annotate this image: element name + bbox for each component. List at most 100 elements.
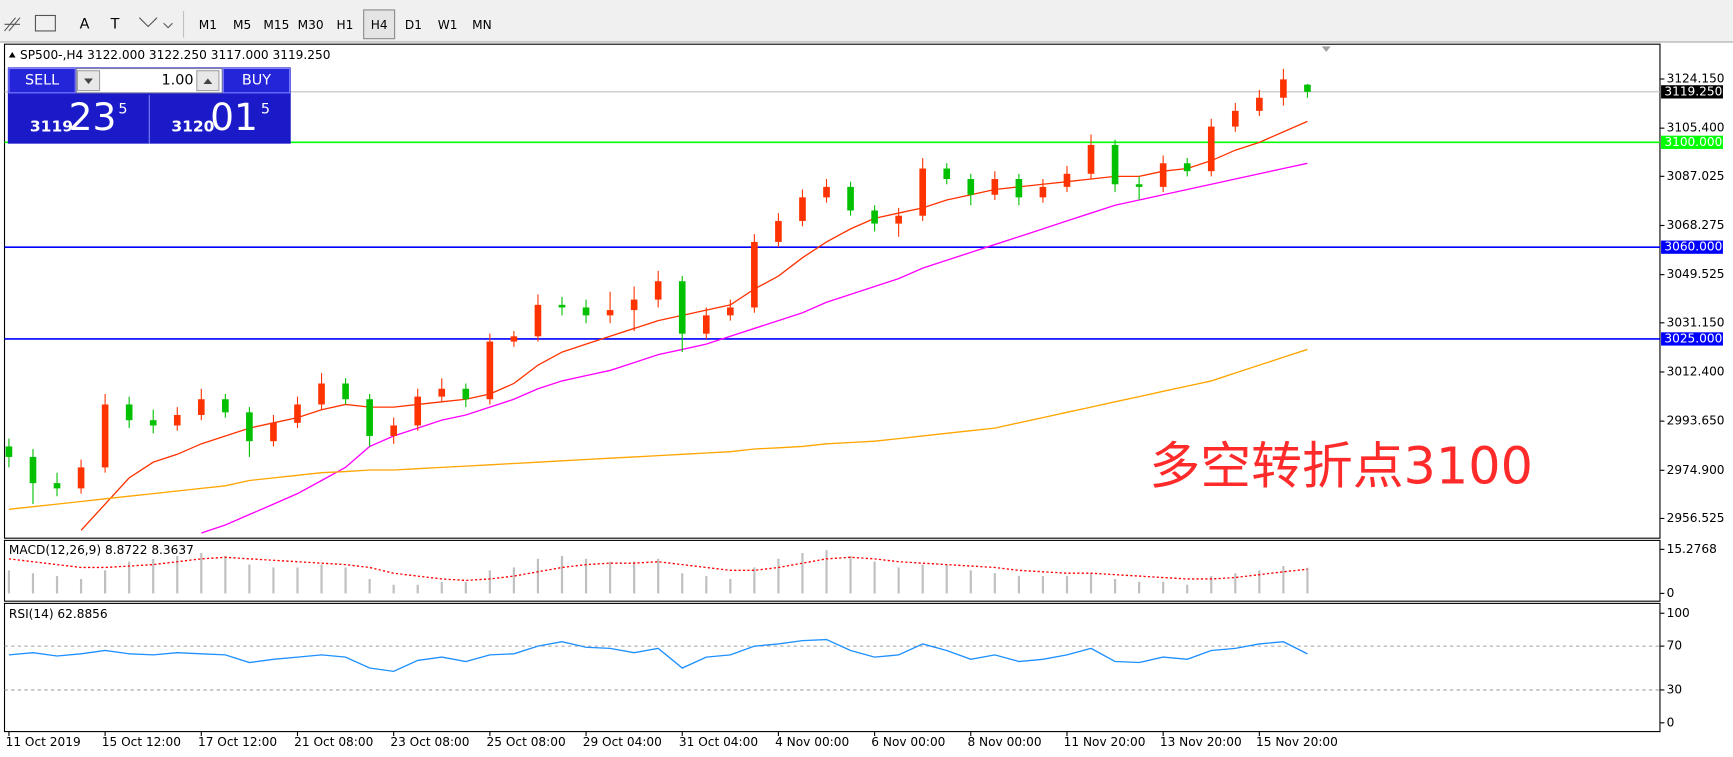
sell-button[interactable] [8,67,76,94]
timeframe-button[interactable]: H1 [336,18,353,32]
candle-body [727,307,734,316]
candle-body [606,310,614,316]
icon-dropdown [163,22,173,29]
timeframe-button[interactable]: M1 [199,18,217,32]
candle-body [967,179,975,195]
timeframe-button[interactable]: MN [472,18,492,32]
macd-bar [512,567,516,594]
candle-body [702,315,710,334]
y-tick-label: 3068.275 [1667,218,1725,232]
buy-button[interactable] [222,67,291,94]
x-tick-label: 31 Oct 04:00 [679,735,758,749]
moving-average [201,162,1308,534]
bid-big: 3119 [30,118,73,136]
lots-up-arrow [203,78,213,84]
y-tick-label: 2993.650 [1667,414,1725,428]
macd-bar [897,567,900,594]
candle-body [197,399,205,415]
macd-bar [969,570,972,594]
one-click-trading: SELL 1.00 BUY 3119 23 5 3120 01 5 [7,67,291,144]
last-price-label: 3119.250 [1664,84,1722,98]
macd-bar [296,567,299,594]
candle-body [53,483,61,489]
candle-body [1135,184,1143,187]
level-label-bg [1661,240,1723,254]
candle-body [390,425,397,436]
candle-body [582,307,590,316]
y-tick-label: 3012.400 [1667,364,1725,378]
candle-body [823,186,830,198]
x-tick-label: 15 Oct 12:00 [102,735,181,749]
timeframe-button[interactable]: M5 [233,18,251,32]
x-tick-label: 11 Oct 2019 [6,735,81,749]
lots-down-arrow [84,78,93,84]
y-tick-label: 3031.150 [1667,315,1725,329]
candle-body [125,404,133,421]
level-label-bg [1661,135,1723,149]
moving-average [80,120,1308,531]
macd-bar [1306,567,1309,594]
candle-body [462,388,470,400]
x-tick-label: 13 Nov 20:00 [1160,735,1242,749]
y-tick-label: 3124.150 [1667,71,1725,85]
tool-text[interactable]: A [80,16,90,32]
candle-body [246,412,253,442]
timeframe-button[interactable]: D1 [405,18,422,32]
candle-body [1111,144,1119,185]
macd-bar [705,576,708,594]
annotation: 多空转折点3100 [1149,437,1532,496]
macd-bar [873,561,876,594]
macd-bar [79,578,83,594]
y-tick-label: 100 [1667,606,1690,620]
macd-bar [921,564,924,594]
lots-value[interactable]: 1.00 [162,73,194,89]
candle-body [294,404,301,423]
macd-bar [1065,576,1069,594]
candle-body [534,304,542,337]
macd-bar [608,561,612,594]
candle-body [775,220,782,242]
candle-body [991,179,999,195]
macd-bar [753,567,756,594]
macd-bar [248,564,251,594]
macd-bar [152,558,155,594]
timeframe-button[interactable]: M30 [298,18,324,32]
tool-label[interactable]: T [110,16,120,32]
macd-bar [128,561,131,594]
macd-bar [777,558,780,594]
candle-body [1159,163,1167,187]
bid-frac: 5 [118,101,127,117]
y-tick-label: 0 [1667,586,1675,600]
macd-bar [224,555,227,594]
timeframe-button[interactable]: H4 [371,18,388,32]
y-tick-label: 2974.900 [1667,463,1725,477]
icon-grid [4,17,21,32]
icon-draw [138,17,158,28]
x-tick-label: 4 Nov 00:00 [775,735,849,749]
candle-body [1256,97,1263,111]
candle-body [919,168,927,216]
macd-bar [104,570,107,594]
macd-bar [657,558,660,594]
level-label-bg [1661,332,1723,346]
macd-bar [176,555,179,594]
candle-body [77,467,85,489]
timeframe-button[interactable]: M15 [263,18,289,32]
candle-body [678,281,686,334]
macd-bar [1258,570,1261,594]
candle-body [558,304,566,308]
macd-panel-frame [3,539,1661,602]
shift-marker [1321,46,1331,52]
y-tick-label: 30 [1667,682,1682,696]
timeframe-button[interactable]: W1 [438,18,458,32]
macd-bar [1162,581,1165,594]
candle-body [847,186,854,211]
collapse-arrow[interactable] [8,51,16,58]
level-label: 3100.000 [1664,135,1722,149]
ask-frac: 5 [261,101,270,117]
price-panel-frame [3,43,1661,539]
x-tick-label: 23 Oct 08:00 [390,735,469,749]
candle-body [1039,186,1047,198]
candle-body [943,168,951,180]
